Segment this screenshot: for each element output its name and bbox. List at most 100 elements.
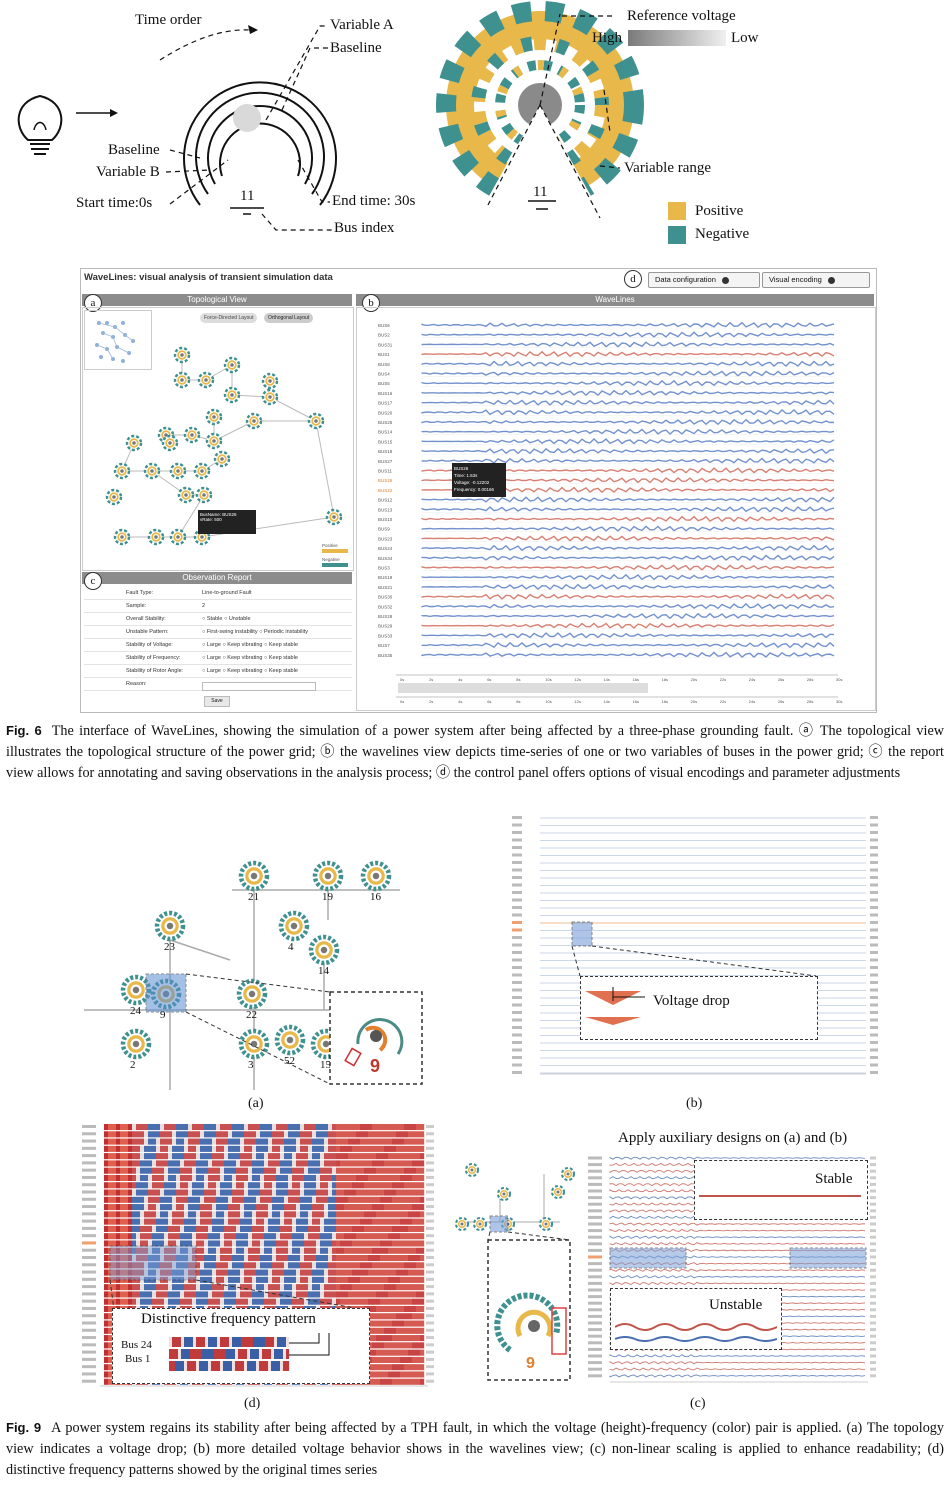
bus-glyph	[147, 528, 165, 546]
report-row-value[interactable]: Line-to-ground Fault	[202, 590, 252, 596]
heat-cell	[208, 1262, 213, 1269]
heat-cell	[196, 1131, 201, 1138]
heat-cell	[276, 1284, 281, 1291]
heat-cell	[384, 1204, 389, 1211]
visual-encoding-button[interactable]: Visual encoding	[762, 272, 870, 288]
value-mark	[870, 1202, 876, 1206]
report-row-value[interactable]: 2	[202, 603, 206, 609]
heat-cell	[136, 1269, 141, 1276]
value-mark	[870, 1033, 878, 1037]
heat-cell	[412, 1276, 417, 1283]
heat-cell	[256, 1131, 261, 1138]
heat-cell	[140, 1160, 145, 1167]
value-mark	[870, 891, 878, 894]
heat-cell	[220, 1255, 225, 1262]
heat-cell	[180, 1145, 185, 1152]
bus-label-mark	[82, 1226, 96, 1230]
heat-cell	[268, 1276, 273, 1283]
heat-cell	[400, 1335, 405, 1342]
heat-cell	[288, 1131, 293, 1138]
bus-label-mark	[512, 973, 522, 977]
report-row-value[interactable]: ○ First-swing instability ○ Periodic ins…	[202, 629, 308, 635]
heat-cell	[176, 1240, 181, 1247]
heat-cell	[360, 1255, 365, 1262]
heat-cell	[344, 1174, 349, 1182]
tab-force-directed[interactable]: Force-Directed Layout	[200, 313, 258, 323]
freq-cell	[175, 1361, 179, 1371]
heat-cell	[352, 1189, 357, 1196]
heat-cell	[124, 1298, 129, 1305]
heat-cell	[364, 1196, 369, 1203]
heat-cell	[360, 1145, 365, 1152]
heat-cell	[384, 1371, 389, 1378]
reason-input[interactable]	[202, 682, 316, 691]
heat-cell	[288, 1182, 293, 1189]
heat-cell	[148, 1225, 153, 1232]
bus-label-mark	[82, 1183, 96, 1187]
heat-cell	[260, 1233, 265, 1240]
value-mark	[870, 1071, 878, 1074]
report-row-value[interactable]: ○ Stable ○ Unstable	[202, 616, 251, 622]
waveline	[421, 341, 835, 348]
tab-orthogonal[interactable]: Orthogonal Layout	[264, 313, 314, 323]
heat-cell	[216, 1284, 221, 1291]
freq-cell	[205, 1349, 209, 1359]
heat-cell	[304, 1240, 309, 1247]
heat-cell	[372, 1327, 377, 1334]
heat-cell	[108, 1276, 113, 1283]
heat-cell	[412, 1247, 417, 1254]
heat-cell	[168, 1174, 173, 1182]
heat-cell	[128, 1167, 133, 1174]
heat-cell	[208, 1153, 213, 1160]
heat-cell	[144, 1262, 149, 1269]
bus-index-right: 11	[533, 184, 548, 200]
heat-cell	[160, 1298, 165, 1305]
report-row-value[interactable]: ○ Large ○ Keep vibrating ○ Keep stable	[202, 655, 298, 661]
bus-label-mark	[588, 1275, 602, 1279]
bus-label: BUS26	[378, 478, 393, 483]
heat-cell	[224, 1211, 229, 1218]
heat-cell	[416, 1124, 421, 1131]
report-row-value[interactable]: ○ Large ○ Keep vibrating ○ Keep stable	[202, 642, 298, 648]
heat-cell	[180, 1138, 185, 1145]
heat-cell	[268, 1240, 273, 1247]
heat-cell	[156, 1124, 161, 1131]
report-row-value[interactable]: ○ Large ○ Keep vibrating ○ Keep stable	[202, 668, 298, 674]
bus-label-mark	[82, 1343, 96, 1347]
heat-cell	[368, 1240, 373, 1247]
heat-cell	[116, 1124, 121, 1131]
time-tick: 12s	[574, 677, 580, 682]
heat-cell	[140, 1182, 145, 1189]
glyph-core	[332, 515, 336, 519]
heat-cell	[304, 1218, 309, 1225]
value-mark	[426, 1372, 434, 1376]
heat-cell	[160, 1182, 165, 1189]
heat-cell	[216, 1291, 221, 1298]
heat-cell	[304, 1262, 309, 1269]
glyph-diagram-svg	[17, 1, 726, 244]
heat-cell	[384, 1153, 389, 1160]
heat-cell	[156, 1160, 161, 1167]
heat-cell	[284, 1269, 289, 1276]
heat-cell	[276, 1255, 281, 1262]
heat-cell	[216, 1225, 221, 1232]
heat-cell	[152, 1124, 157, 1131]
report-row-key: Stability of Frequency:	[126, 655, 181, 661]
heat-cell	[388, 1196, 393, 1203]
save-button[interactable]: Save	[204, 696, 230, 707]
heat-cell	[352, 1269, 357, 1276]
heat-cell	[208, 1138, 213, 1145]
heat-cell	[108, 1218, 113, 1225]
heat-cell	[168, 1138, 173, 1145]
heat-cell	[240, 1189, 245, 1196]
heat-cell	[324, 1269, 329, 1276]
data-configuration-button[interactable]: Data configuration	[648, 272, 760, 288]
heat-cell	[236, 1138, 241, 1145]
heat-cell	[324, 1167, 329, 1174]
heat-cell	[212, 1262, 217, 1269]
heat-cell	[240, 1218, 245, 1225]
bus-glyph	[312, 860, 344, 892]
value-mark	[870, 868, 878, 872]
minimap[interactable]	[84, 310, 152, 370]
heat-cell	[216, 1262, 221, 1269]
